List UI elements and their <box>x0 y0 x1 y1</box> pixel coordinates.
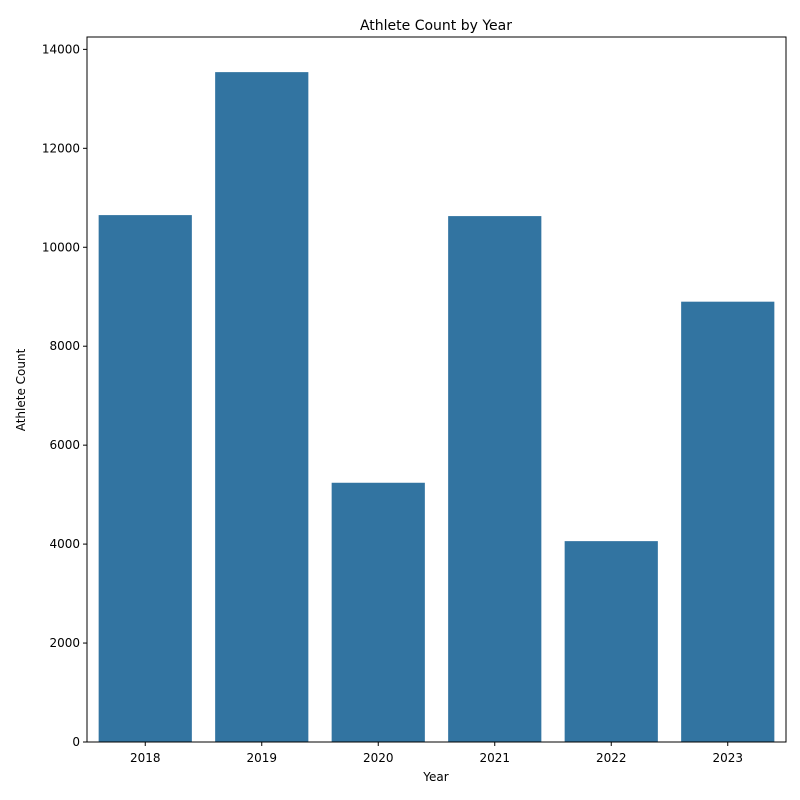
x-tick-label-2021: 2021 <box>479 751 510 765</box>
x-tick-label-2023: 2023 <box>712 751 743 765</box>
y-axis-ticks: 0 2000 4000 6000 8000 10000 12000 14000 <box>42 42 87 749</box>
bar-2018 <box>98 215 192 742</box>
x-tick-label-2022: 2022 <box>596 751 627 765</box>
y-tick-label-12000: 12000 <box>42 141 80 155</box>
y-tick-label-10000: 10000 <box>42 240 80 254</box>
bar-2021 <box>448 216 542 743</box>
y-tick-label-8000: 8000 <box>49 339 80 353</box>
y-tick-label-4000: 4000 <box>49 537 80 551</box>
x-tick-label-2019: 2019 <box>246 751 277 765</box>
bar-2020 <box>331 482 425 742</box>
y-tick-label-0: 0 <box>72 735 80 749</box>
y-tick-label-14000: 14000 <box>42 42 80 56</box>
bar-2023 <box>681 301 775 742</box>
x-tick-label-2020: 2020 <box>363 751 394 765</box>
y-tick-label-2000: 2000 <box>49 636 80 650</box>
bar-2022 <box>564 541 658 742</box>
plot-frame <box>86 36 787 743</box>
y-tick-label-6000: 6000 <box>49 438 80 452</box>
bars-group <box>98 72 775 743</box>
y-axis-label: Athlete Count <box>14 348 28 431</box>
x-axis-ticks: 2018 2019 2020 2021 2022 2023 <box>130 742 743 765</box>
bar-2019 <box>215 72 309 742</box>
chart-title: Athlete Count by Year <box>360 18 512 34</box>
x-tick-label-2018: 2018 <box>130 751 161 765</box>
x-axis-label: Year <box>422 770 448 784</box>
